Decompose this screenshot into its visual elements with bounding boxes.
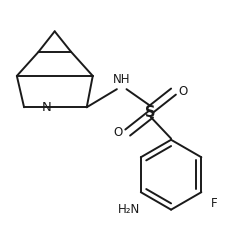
Text: O: O: [113, 126, 122, 139]
Text: O: O: [178, 85, 187, 98]
Text: S: S: [145, 105, 155, 120]
Text: F: F: [210, 197, 217, 209]
Text: NH: NH: [112, 73, 130, 86]
Text: H₂N: H₂N: [117, 203, 139, 216]
Text: N: N: [42, 101, 52, 114]
